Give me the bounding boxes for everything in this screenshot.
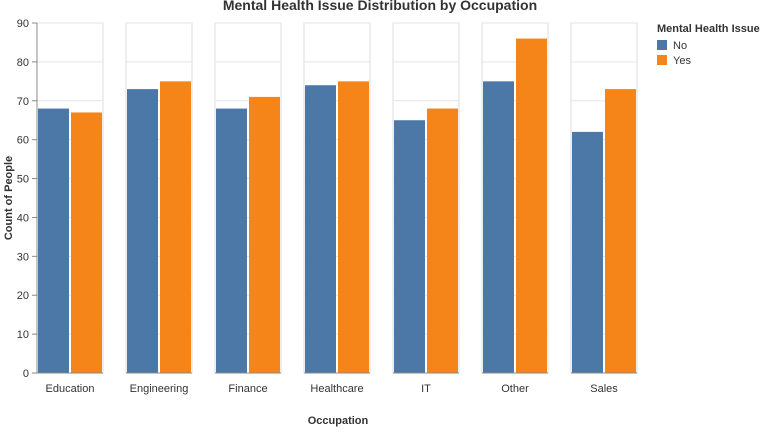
y-tick-label: 50 [17, 174, 29, 186]
y-tick-label: 90 [17, 18, 29, 30]
legend: Mental Health Issue No Yes [657, 23, 760, 67]
legend-title: Mental Health Issue [657, 23, 760, 35]
bar-finance-no [216, 108, 247, 374]
facet-sales: Sales [570, 22, 638, 395]
bar-healthcare-yes [338, 81, 369, 373]
y-tick-label: 30 [17, 251, 29, 263]
facet-other: Other [481, 22, 549, 395]
chart-title: Mental Health Issue Distribution by Occu… [223, 0, 537, 13]
x-tick-label: Sales [590, 383, 618, 395]
y-tick-label: 0 [23, 368, 29, 380]
facet-healthcare: Healthcare [303, 22, 371, 395]
bar-education-no [38, 108, 69, 374]
legend-items: No Yes [657, 40, 691, 67]
y-axis-title: Count of People [3, 156, 15, 240]
x-tick-label: Engineering [130, 383, 189, 395]
facet-education: Education [36, 22, 104, 395]
x-axis-title: Occupation [308, 415, 369, 427]
legend-swatch [657, 55, 667, 65]
y-tick-label: 40 [17, 212, 29, 224]
legend-swatch [657, 40, 667, 50]
bar-healthcare-no [305, 85, 336, 373]
bar-finance-yes [249, 96, 280, 373]
bar-education-yes [71, 112, 102, 373]
y-tick-label: 60 [17, 135, 29, 147]
facet-it: IT [392, 22, 460, 395]
legend-label: No [673, 40, 687, 52]
x-tick-label: Education [46, 383, 95, 395]
bar-sales-no [572, 131, 603, 373]
bar-sales-yes [605, 89, 636, 373]
bar-it-yes [427, 108, 458, 374]
y-tick-label: 70 [17, 96, 29, 108]
y-tick-label: 80 [17, 57, 29, 69]
x-tick-label: IT [421, 383, 431, 395]
bar-other-no [483, 81, 514, 373]
y-axis: 0 10 20 30 40 50 60 70 80 90 [17, 18, 38, 380]
facet-engineering: Engineering [125, 22, 193, 395]
facet-panels: Education Engineering Finance Healthcare IT O… [36, 22, 638, 395]
legend-label: Yes [673, 55, 691, 67]
legend-item-yes: Yes [657, 55, 691, 67]
x-tick-label: Other [501, 383, 529, 395]
bar-engineering-yes [160, 81, 191, 373]
y-tick-label: 10 [17, 329, 29, 341]
facet-finance: Finance [214, 22, 282, 395]
x-tick-label: Healthcare [310, 383, 363, 395]
bar-it-no [394, 120, 425, 373]
y-tick-label: 20 [17, 290, 29, 302]
legend-item-no: No [657, 40, 687, 52]
bar-other-yes [516, 38, 547, 374]
bar-engineering-no [127, 89, 158, 373]
x-tick-label: Finance [228, 383, 267, 395]
